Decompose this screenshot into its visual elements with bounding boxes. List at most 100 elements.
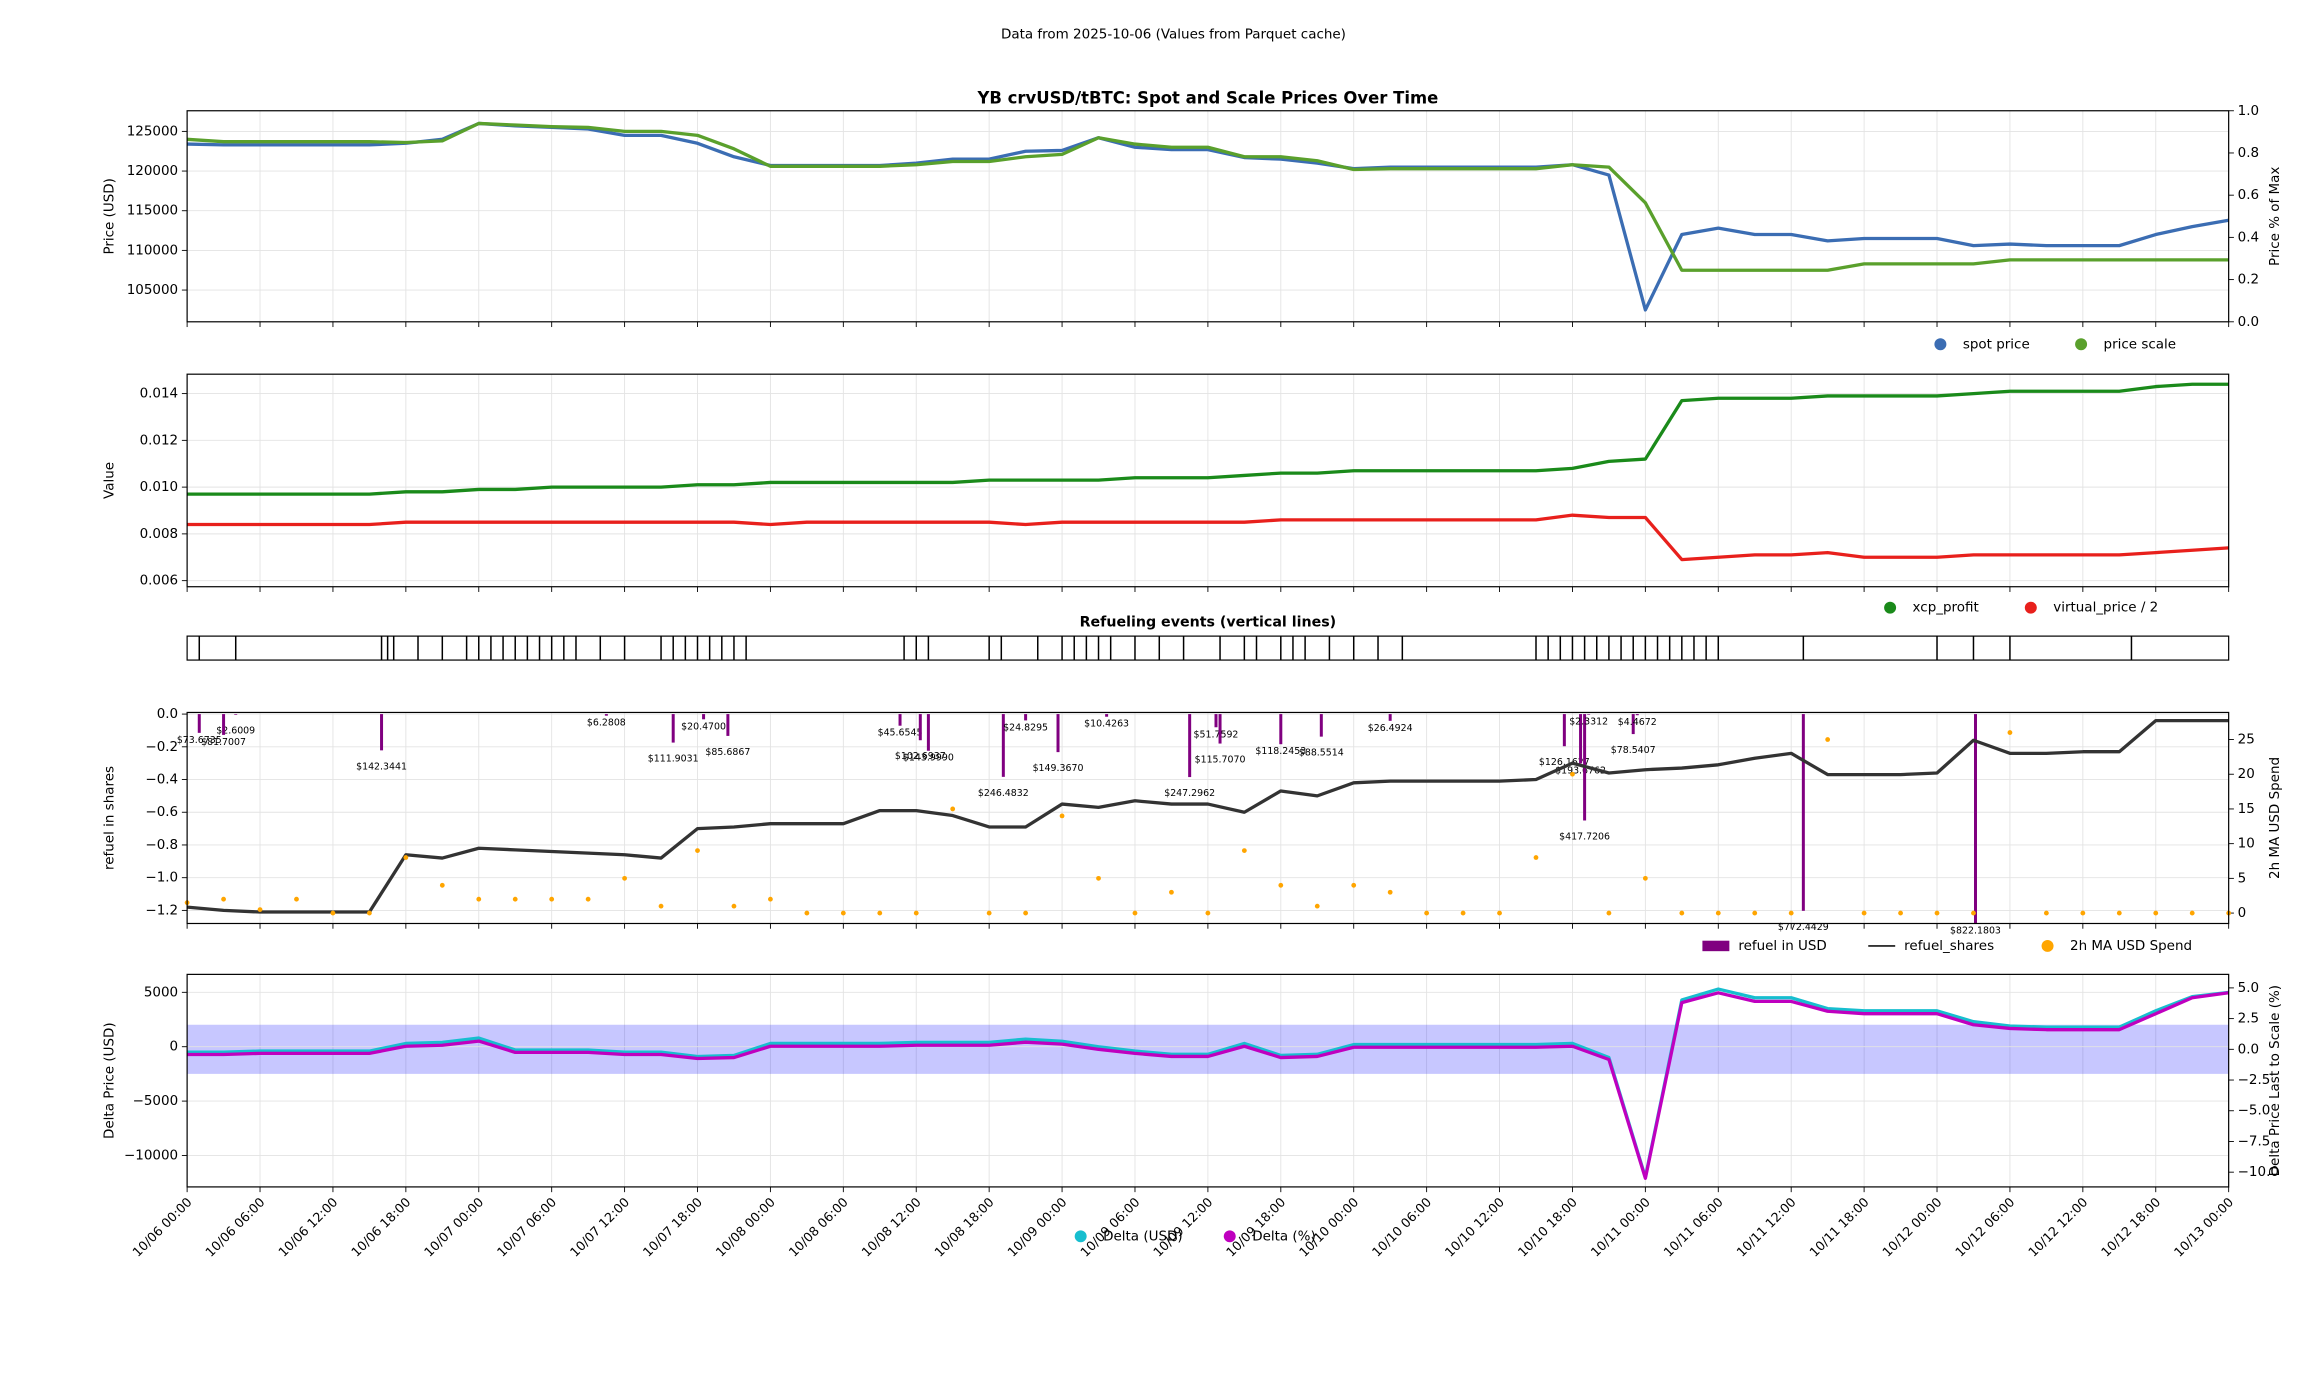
legend-label: refuel_shares — [1904, 938, 1994, 954]
y-tick-label: 0.0 — [157, 706, 178, 722]
refuel-bar — [1801, 714, 1805, 911]
series-line — [187, 382, 2229, 496]
y2-tick-label: 20 — [2238, 766, 2255, 782]
series-point — [476, 896, 482, 902]
series-point — [1241, 848, 1247, 853]
axes-frame — [186, 711, 2230, 925]
y-tick-label: −0.8 — [145, 837, 178, 853]
series-point — [1387, 889, 1393, 895]
series-point — [1533, 855, 1539, 860]
y2-tick-label: 5 — [2238, 870, 2247, 886]
refuel-bar — [197, 714, 201, 733]
y2-axis-label: Price % of Max — [2267, 167, 2283, 266]
series-line — [187, 121, 2229, 272]
y2-tick-label: 2.5 — [2238, 1011, 2259, 1027]
refuel-bar — [1105, 714, 1109, 717]
bar-label: $26.4924 — [1368, 723, 1413, 734]
bar-label: $4.4672 — [1618, 717, 1657, 728]
series-point — [1570, 771, 1575, 777]
legend-marker — [2024, 601, 2037, 614]
series-point — [950, 806, 956, 812]
refuel-bar — [1024, 714, 1028, 721]
bar-label: $73.6735 — [177, 735, 222, 746]
series-point — [2189, 910, 2195, 916]
y-tick-label: −5000 — [133, 1093, 179, 1109]
bar-label: $10.4263 — [1084, 719, 1129, 730]
series-point — [2116, 910, 2122, 916]
y2-tick-label: 0.0 — [2238, 1041, 2259, 1057]
y-tick-label: 0.006 — [140, 573, 179, 589]
series-point — [877, 910, 883, 916]
series-point — [330, 910, 336, 916]
y-tick-label: 120000 — [127, 163, 178, 179]
refuel-bar — [1319, 714, 1323, 737]
legend-marker — [1934, 338, 1947, 351]
series-point — [549, 896, 555, 902]
y-tick-label: −0.2 — [145, 739, 178, 755]
series-point — [585, 896, 591, 902]
bar-label: $143.9990 — [903, 753, 954, 764]
series-point — [294, 896, 299, 902]
y-tick-label: 0.010 — [140, 479, 179, 495]
refuel-bar — [918, 714, 922, 741]
y-tick-label: 110000 — [127, 242, 178, 258]
refuel-bar — [1579, 714, 1583, 764]
bar-label: $111.9031 — [648, 754, 699, 765]
axes-frame — [186, 110, 2230, 323]
y2-axis-label: 2h MA USD Spend — [2267, 757, 2283, 879]
bar-label: $118.2453 — [1255, 746, 1306, 757]
series-point — [1971, 910, 1976, 916]
axes-frame — [186, 635, 2230, 661]
refuel-bar — [1056, 714, 1060, 753]
series-point — [658, 903, 664, 909]
series-point — [257, 907, 263, 912]
y-tick-label: 115000 — [127, 203, 178, 219]
series-point — [695, 848, 700, 853]
panel-title: YB crvUSD/tBTC: Spot and Scale Prices Ov… — [976, 88, 1438, 107]
series-point — [1169, 889, 1174, 895]
series-point — [986, 910, 992, 916]
y-tick-label: 0.008 — [140, 526, 179, 542]
refuel-bar — [1635, 714, 1639, 716]
bar-label: $126.1627 — [1539, 757, 1590, 768]
bar-label: $193.6762 — [1555, 765, 1606, 776]
y2-tick-label: 5.0 — [2238, 980, 2259, 996]
series-point — [1497, 910, 1502, 916]
bar-label: $85.6867 — [705, 747, 750, 758]
legend-marker — [2041, 939, 2054, 952]
series-point — [1679, 910, 1685, 916]
legend-marker — [1702, 940, 1730, 952]
series-point — [512, 896, 518, 902]
series-point — [1278, 882, 1284, 888]
refuel-bar — [926, 714, 930, 751]
series-point — [913, 910, 919, 916]
legend-marker — [1074, 1230, 1087, 1243]
refuel-bar — [380, 714, 384, 751]
series-point — [1314, 903, 1320, 909]
y2-tick-label: 0 — [2238, 905, 2247, 921]
bar-label: $88.5514 — [1299, 748, 1344, 759]
y2-tick-label: 25 — [2238, 732, 2255, 748]
legend-label: Delta (USD) — [1103, 1228, 1183, 1244]
bar-label: $24.8295 — [1003, 722, 1048, 733]
series-point — [1715, 910, 1721, 916]
series-point — [439, 882, 445, 888]
bar-label: $772.4429 — [1778, 922, 1829, 933]
series-line — [187, 513, 2229, 562]
series-point — [2080, 910, 2086, 916]
y2-tick-label: 0.6 — [2238, 187, 2259, 203]
legend-label: spot price — [1963, 336, 2030, 352]
bar-label: $247.2962 — [1164, 788, 1215, 799]
refuel-bar — [234, 714, 238, 715]
bar-label: $115.7070 — [1195, 755, 1246, 766]
y2-tick-label: −2.5 — [2238, 1072, 2271, 1088]
legend-label: xcp_profit — [1913, 600, 1979, 616]
bar-label: $51.7592 — [1194, 729, 1239, 740]
y-axis-label: Price (USD) — [101, 178, 117, 254]
series-point — [1424, 910, 1430, 916]
y2-axis-label: Delta Price Last to Scale (%) — [2267, 985, 2283, 1176]
refuel-bar — [726, 714, 730, 736]
series-point — [221, 896, 226, 902]
series-point — [1752, 910, 1758, 916]
